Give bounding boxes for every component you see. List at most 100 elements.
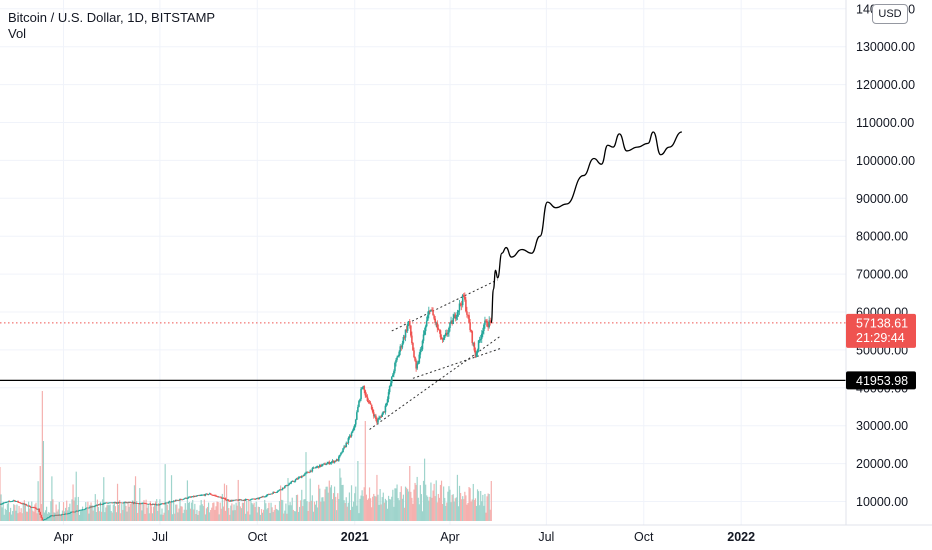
trendline[interactable] [369, 336, 501, 430]
candle [488, 316, 490, 329]
candle [327, 461, 330, 465]
volume-bar [167, 510, 169, 521]
candle [132, 502, 135, 505]
volume-bar [131, 500, 133, 521]
candle [258, 497, 261, 500]
candle [437, 324, 440, 331]
volume-bar [232, 510, 234, 521]
volume-bar [463, 499, 465, 521]
volume-bar [377, 494, 379, 521]
volume-bar [38, 512, 40, 521]
volume-indicator-label[interactable]: Vol [8, 26, 27, 41]
volume-bar [150, 506, 153, 521]
volume-bar [161, 508, 163, 521]
candle [397, 354, 399, 358]
time-tick-label: Oct [248, 530, 268, 544]
volume-bar [368, 487, 371, 521]
volume-bar [89, 504, 91, 521]
candle [109, 502, 111, 504]
candle [297, 476, 300, 480]
candle [280, 489, 283, 491]
volume-bar [267, 508, 269, 521]
candle [410, 325, 412, 338]
volume-bar [29, 508, 31, 521]
volume-bar [484, 493, 486, 521]
volume-bar [374, 495, 376, 521]
volume-bar [160, 514, 162, 521]
candle [53, 515, 55, 517]
trendline[interactable] [412, 347, 503, 379]
volume-bar [174, 513, 176, 521]
candle [458, 300, 461, 315]
candle [315, 465, 318, 469]
volume-bar [32, 510, 34, 521]
candle [424, 324, 427, 336]
candle [473, 341, 476, 353]
symbol-title[interactable]: Bitcoin / U.S. Dollar, 1D, BITSTAMP [8, 10, 216, 25]
volume-bar [98, 511, 101, 521]
candle [160, 503, 162, 505]
candle [359, 398, 361, 403]
candle [295, 477, 298, 480]
candle [176, 499, 178, 501]
candle [411, 331, 413, 345]
volume-bar [220, 508, 222, 521]
volume-bar [467, 503, 469, 521]
volume-bar [24, 503, 27, 521]
volume-bar [95, 512, 97, 521]
volume-bar [106, 505, 108, 521]
candle [296, 477, 299, 480]
candle [233, 499, 235, 501]
candle [54, 514, 56, 516]
volume-bar [168, 500, 171, 521]
candle [43, 518, 46, 521]
candle [328, 460, 331, 465]
volume-bar [35, 502, 37, 521]
volume-bar [121, 504, 123, 521]
candle [147, 503, 150, 505]
candle [368, 400, 371, 404]
price-tick-label: 130000.00 [856, 40, 915, 54]
candle [360, 386, 362, 402]
volume-bar [34, 504, 36, 521]
volume-bar [0, 466, 1, 521]
candle [213, 494, 215, 497]
currency-button[interactable]: USD [872, 4, 908, 24]
volume-bar [337, 493, 339, 521]
candle [276, 490, 279, 494]
candle [385, 402, 388, 407]
volume-bar [166, 504, 168, 521]
candle [257, 497, 260, 500]
trendlines[interactable] [369, 279, 503, 430]
candle [325, 463, 327, 466]
candle [435, 321, 438, 328]
candle [311, 466, 314, 473]
projection-line[interactable] [490, 131, 683, 324]
volume-bar [17, 513, 19, 521]
candle [470, 329, 472, 333]
candle [12, 499, 15, 502]
candle [217, 495, 219, 498]
candle [239, 498, 242, 501]
candle [120, 502, 123, 504]
volume-bar [2, 501, 4, 521]
candle [2, 502, 4, 505]
candle [223, 498, 226, 499]
volume-bar [479, 505, 481, 521]
candle [387, 389, 390, 403]
candle [318, 464, 321, 468]
candle [226, 499, 229, 501]
candle [289, 482, 291, 485]
volume-bar [293, 511, 295, 521]
candle [124, 502, 126, 504]
support-price-label: 41953.98 [856, 374, 908, 388]
volume-bar [387, 495, 390, 521]
candle [92, 506, 94, 508]
candle [340, 452, 342, 456]
volume-bar [159, 499, 161, 521]
candle [72, 511, 74, 513]
volume-bar [336, 510, 338, 521]
candle [482, 327, 484, 338]
price-axis[interactable] [846, 0, 932, 550]
